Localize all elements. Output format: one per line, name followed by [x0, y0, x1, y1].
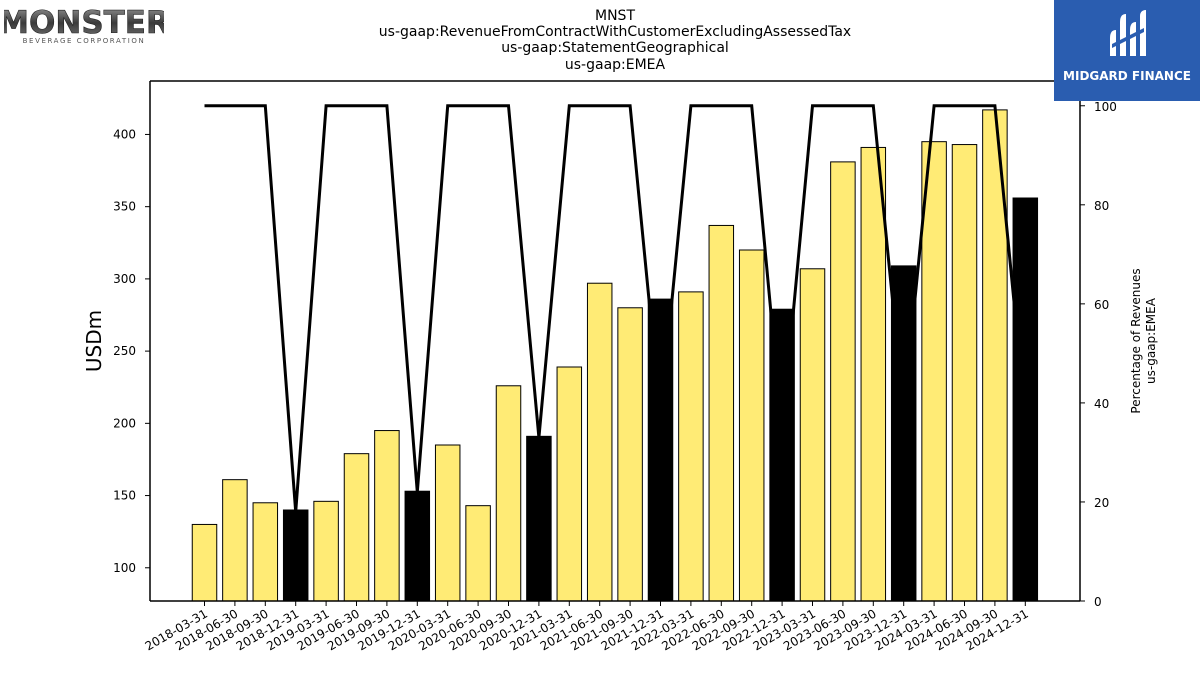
- y-axis-label: USDm: [82, 310, 106, 372]
- y-tick-label-250: 250: [113, 344, 136, 358]
- chart-title: MNST us-gaap:RevenueFromContractWithCust…: [379, 8, 851, 73]
- bar-2022-09-30: [738, 249, 765, 602]
- title-line-3: us-gaap:StatementGeographical: [501, 40, 729, 56]
- y2-axis-label-line-1: Percentage of Revenues: [1129, 268, 1143, 413]
- midgard-logo-text: MIDGARD FINANCE: [1063, 69, 1191, 83]
- bar-2021-09-30: [617, 307, 643, 602]
- bar-2023-09-30: [860, 146, 887, 602]
- y2-axis-label: Percentage of Revenues us-gaap:EMEA: [1129, 268, 1158, 413]
- axes: [149, 80, 1081, 602]
- bar-2021-06-30: [586, 282, 613, 602]
- midgard-finance-logo: MIDGARD FINANCE: [1054, 0, 1200, 101]
- bar-2020-06-30: [465, 505, 491, 602]
- bar-2023-06-30: [830, 161, 856, 602]
- bar-2021-03-31: [556, 366, 583, 602]
- y-tick-label-350: 350: [113, 200, 136, 214]
- bar-2020-12-31: [526, 435, 552, 602]
- monster-logo-subtext: BEVERAGE CORPORATION: [23, 37, 146, 45]
- midgard-emblem-icon: [1110, 10, 1146, 56]
- bar-2018-12-31: [282, 509, 309, 602]
- title-line-1: MNST: [595, 8, 635, 24]
- y-tick-label-200: 200: [113, 416, 136, 430]
- bar-2018-06-30: [222, 479, 248, 602]
- bar-2019-09-30: [374, 430, 400, 602]
- bar-2024-06-30: [951, 144, 978, 602]
- y2-tick-label-40: 40: [1094, 397, 1109, 411]
- bar-2022-06-30: [708, 224, 735, 602]
- bar-2024-03-31: [921, 141, 947, 602]
- x-axis-ticks: 2018-03-312018-06-302018-09-302018-12-31…: [143, 601, 1031, 653]
- y2-tick-label-20: 20: [1094, 496, 1109, 510]
- bar-2018-03-31: [191, 523, 218, 602]
- y2-tick-label-80: 80: [1094, 199, 1109, 213]
- bar-2023-12-31: [890, 265, 917, 602]
- y-tick-label-400: 400: [113, 127, 136, 141]
- bar-2020-09-30: [495, 385, 522, 602]
- percentage-line-series: [204, 104, 1027, 512]
- y-axis-ticks: 100 150 200 250 300 350 400: [113, 127, 150, 575]
- bar-2022-03-31: [678, 291, 704, 602]
- y2-tick-label-0: 0: [1094, 595, 1102, 609]
- bar-2021-12-31: [647, 298, 674, 602]
- bar-2018-09-30: [252, 502, 279, 602]
- y2-axis-ticks: 0 20 40 60 80 100: [1080, 100, 1117, 609]
- bar-2019-12-31: [404, 490, 431, 602]
- monster-logo-word: MONSTER: [4, 5, 164, 41]
- title-line-2: us-gaap:RevenueFromContractWithCustomerE…: [379, 24, 851, 40]
- bar-2023-03-31: [799, 268, 826, 602]
- monster-logo: MONSTER BEVERAGE CORPORATION: [0, 4, 170, 46]
- bar-2020-03-31: [434, 444, 461, 602]
- y-tick-label-100: 100: [113, 561, 136, 575]
- y-tick-label-150: 150: [113, 489, 136, 503]
- title-line-4: us-gaap:EMEA: [565, 57, 666, 73]
- y-tick-label-300: 300: [113, 272, 136, 286]
- bar-series: [191, 109, 1039, 602]
- y2-tick-label-100: 100: [1094, 100, 1117, 114]
- percentage-line: [204, 104, 1027, 512]
- y2-tick-label-60: 60: [1094, 298, 1109, 312]
- bar-2019-06-30: [343, 453, 370, 602]
- bar-2019-03-31: [313, 500, 339, 602]
- y2-axis-label-line-2: us-gaap:EMEA: [1144, 297, 1158, 384]
- bar-2024-12-31: [1012, 197, 1039, 602]
